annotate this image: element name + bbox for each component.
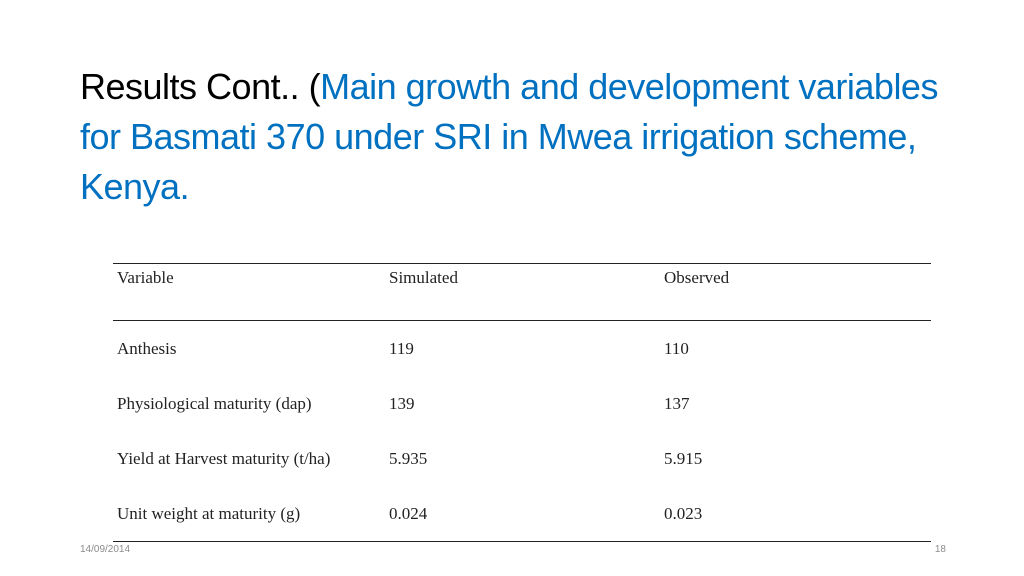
cell-variable: Yield at Harvest maturity (t/ha)	[117, 448, 331, 468]
footer-page-number: 18	[934, 544, 946, 555]
cell-observed: 0.023	[664, 503, 703, 523]
slide-title: Results Cont.. (Main growth and developm…	[80, 62, 980, 212]
column-header-simulated: Simulated	[389, 268, 458, 287]
cell-observed: 110	[664, 338, 689, 358]
title-highlight: Main growth and development variables fo…	[80, 66, 938, 207]
cell-simulated: 139	[389, 393, 415, 413]
cell-observed: 5.915	[664, 448, 703, 468]
cell-variable: Anthesis	[117, 338, 177, 358]
cell-observed: 137	[664, 393, 690, 413]
results-table-container: Variable Simulated Observed Anthesis 119…	[113, 263, 931, 542]
footer-date: 14/09/2014	[80, 544, 131, 555]
cell-variable: Unit weight at maturity (g)	[117, 503, 301, 523]
results-table: Variable Simulated Observed Anthesis 119…	[113, 263, 931, 542]
column-header-observed: Observed	[664, 268, 730, 287]
cell-variable: Physiological maturity (dap)	[117, 393, 312, 413]
cell-simulated: 0.024	[389, 503, 428, 523]
table-row: Physiological maturity (dap) 139 137	[113, 376, 931, 431]
table-header-row: Variable Simulated Observed	[113, 263, 931, 321]
cell-simulated: 119	[389, 338, 414, 358]
cell-simulated: 5.935	[389, 448, 428, 468]
title-prefix: Results Cont.. (	[80, 66, 321, 107]
table-row: Unit weight at maturity (g) 0.024 0.023	[113, 486, 931, 542]
table-row: Yield at Harvest maturity (t/ha) 5.935 5…	[113, 431, 931, 486]
column-header-variable: Variable	[117, 268, 174, 287]
table-row: Anthesis 119 110	[113, 321, 931, 377]
